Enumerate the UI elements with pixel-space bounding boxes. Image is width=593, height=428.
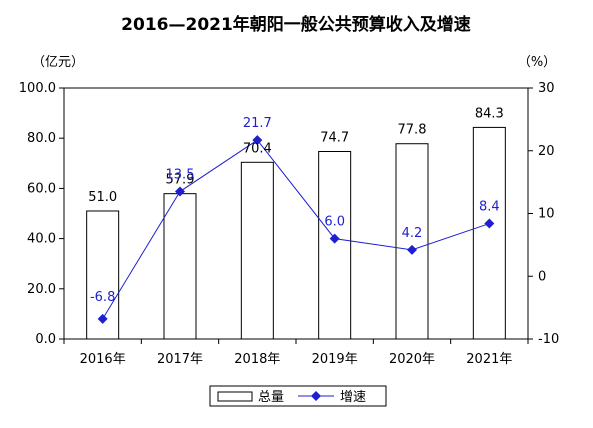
legend-bar-label: 总量 — [258, 390, 284, 405]
growth-line — [102, 139, 490, 320]
bar — [163, 193, 197, 340]
left-axis-tick-label: 20.0 — [27, 282, 56, 297]
growth-point — [97, 313, 108, 324]
growth-value-label: 4.2 — [402, 226, 423, 241]
growth-value-label: -6.8 — [90, 290, 115, 305]
x-axis-tick-label: 2019年 — [312, 352, 358, 367]
x-axis-tick-label: 2020年 — [389, 352, 435, 367]
x-axis-tick-label: 2018年 — [234, 352, 280, 367]
left-axis-tick-label: 80.0 — [27, 131, 56, 146]
bar-value-label: 84.3 — [475, 106, 504, 121]
x-axis-tick-label: 2017年 — [157, 352, 203, 367]
x-axis-tick-label: 2021年 — [466, 352, 512, 367]
growth-point — [329, 233, 340, 244]
data-labels: 51.0 57.9 70.4 74.7 77.8 84.3 -6.8 13.5 21.7 6.0 4… — [88, 106, 504, 305]
right-axis-tick-label: -10 — [538, 332, 559, 347]
line-series — [97, 135, 495, 324]
axes: 0.0 20.0 40.0 60.0 80.0 100.0 -10 0 10 20 30 2016年 2… — [19, 81, 559, 367]
growth-value-label: 21.7 — [243, 116, 272, 131]
bar — [395, 143, 429, 340]
legend-line-label: 增速 — [340, 390, 366, 405]
growth-point — [252, 135, 263, 146]
growth-point — [484, 218, 495, 229]
plot-area-border — [63, 87, 529, 340]
bar-value-label: 74.7 — [320, 131, 349, 146]
legend: 总量 增速 — [209, 385, 387, 407]
left-axis-tick-label: 60.0 — [27, 181, 56, 196]
left-axis-tick-label: 40.0 — [27, 232, 56, 247]
right-axis-tick-label: 20 — [538, 144, 555, 159]
growth-value-label: 13.5 — [166, 168, 195, 183]
growth-value-label: 6.0 — [324, 215, 345, 230]
right-axis-tick-label: 10 — [538, 207, 555, 222]
growth-point — [407, 244, 417, 255]
right-axis-tick-label: 0 — [538, 269, 546, 284]
left-axis-tick-label: 100.0 — [19, 81, 56, 96]
left-axis-unit: （亿元） — [32, 55, 84, 70]
x-axis-tick-label: 2016年 — [80, 352, 126, 367]
growth-value-label: 8.4 — [479, 200, 500, 215]
bar-series — [86, 126, 506, 340]
left-axis-tick-label: 0.0 — [35, 332, 56, 347]
bar — [472, 126, 506, 340]
bar-value-label: 70.4 — [243, 141, 272, 156]
bar-value-label: 77.8 — [398, 123, 427, 138]
chart-title: 2016—2021年朝阳一般公共预算收入及增速 — [121, 14, 471, 35]
bar-value-label: 51.0 — [88, 190, 117, 205]
bar — [318, 151, 352, 340]
bar — [240, 161, 274, 340]
right-axis-unit: （%） — [518, 55, 556, 70]
legend-line-marker — [311, 391, 321, 401]
growth-point — [175, 186, 185, 197]
legend-bar-swatch — [217, 391, 253, 402]
bar-value-label: 57.9 — [166, 173, 195, 188]
right-axis-tick-label: 30 — [538, 81, 555, 96]
